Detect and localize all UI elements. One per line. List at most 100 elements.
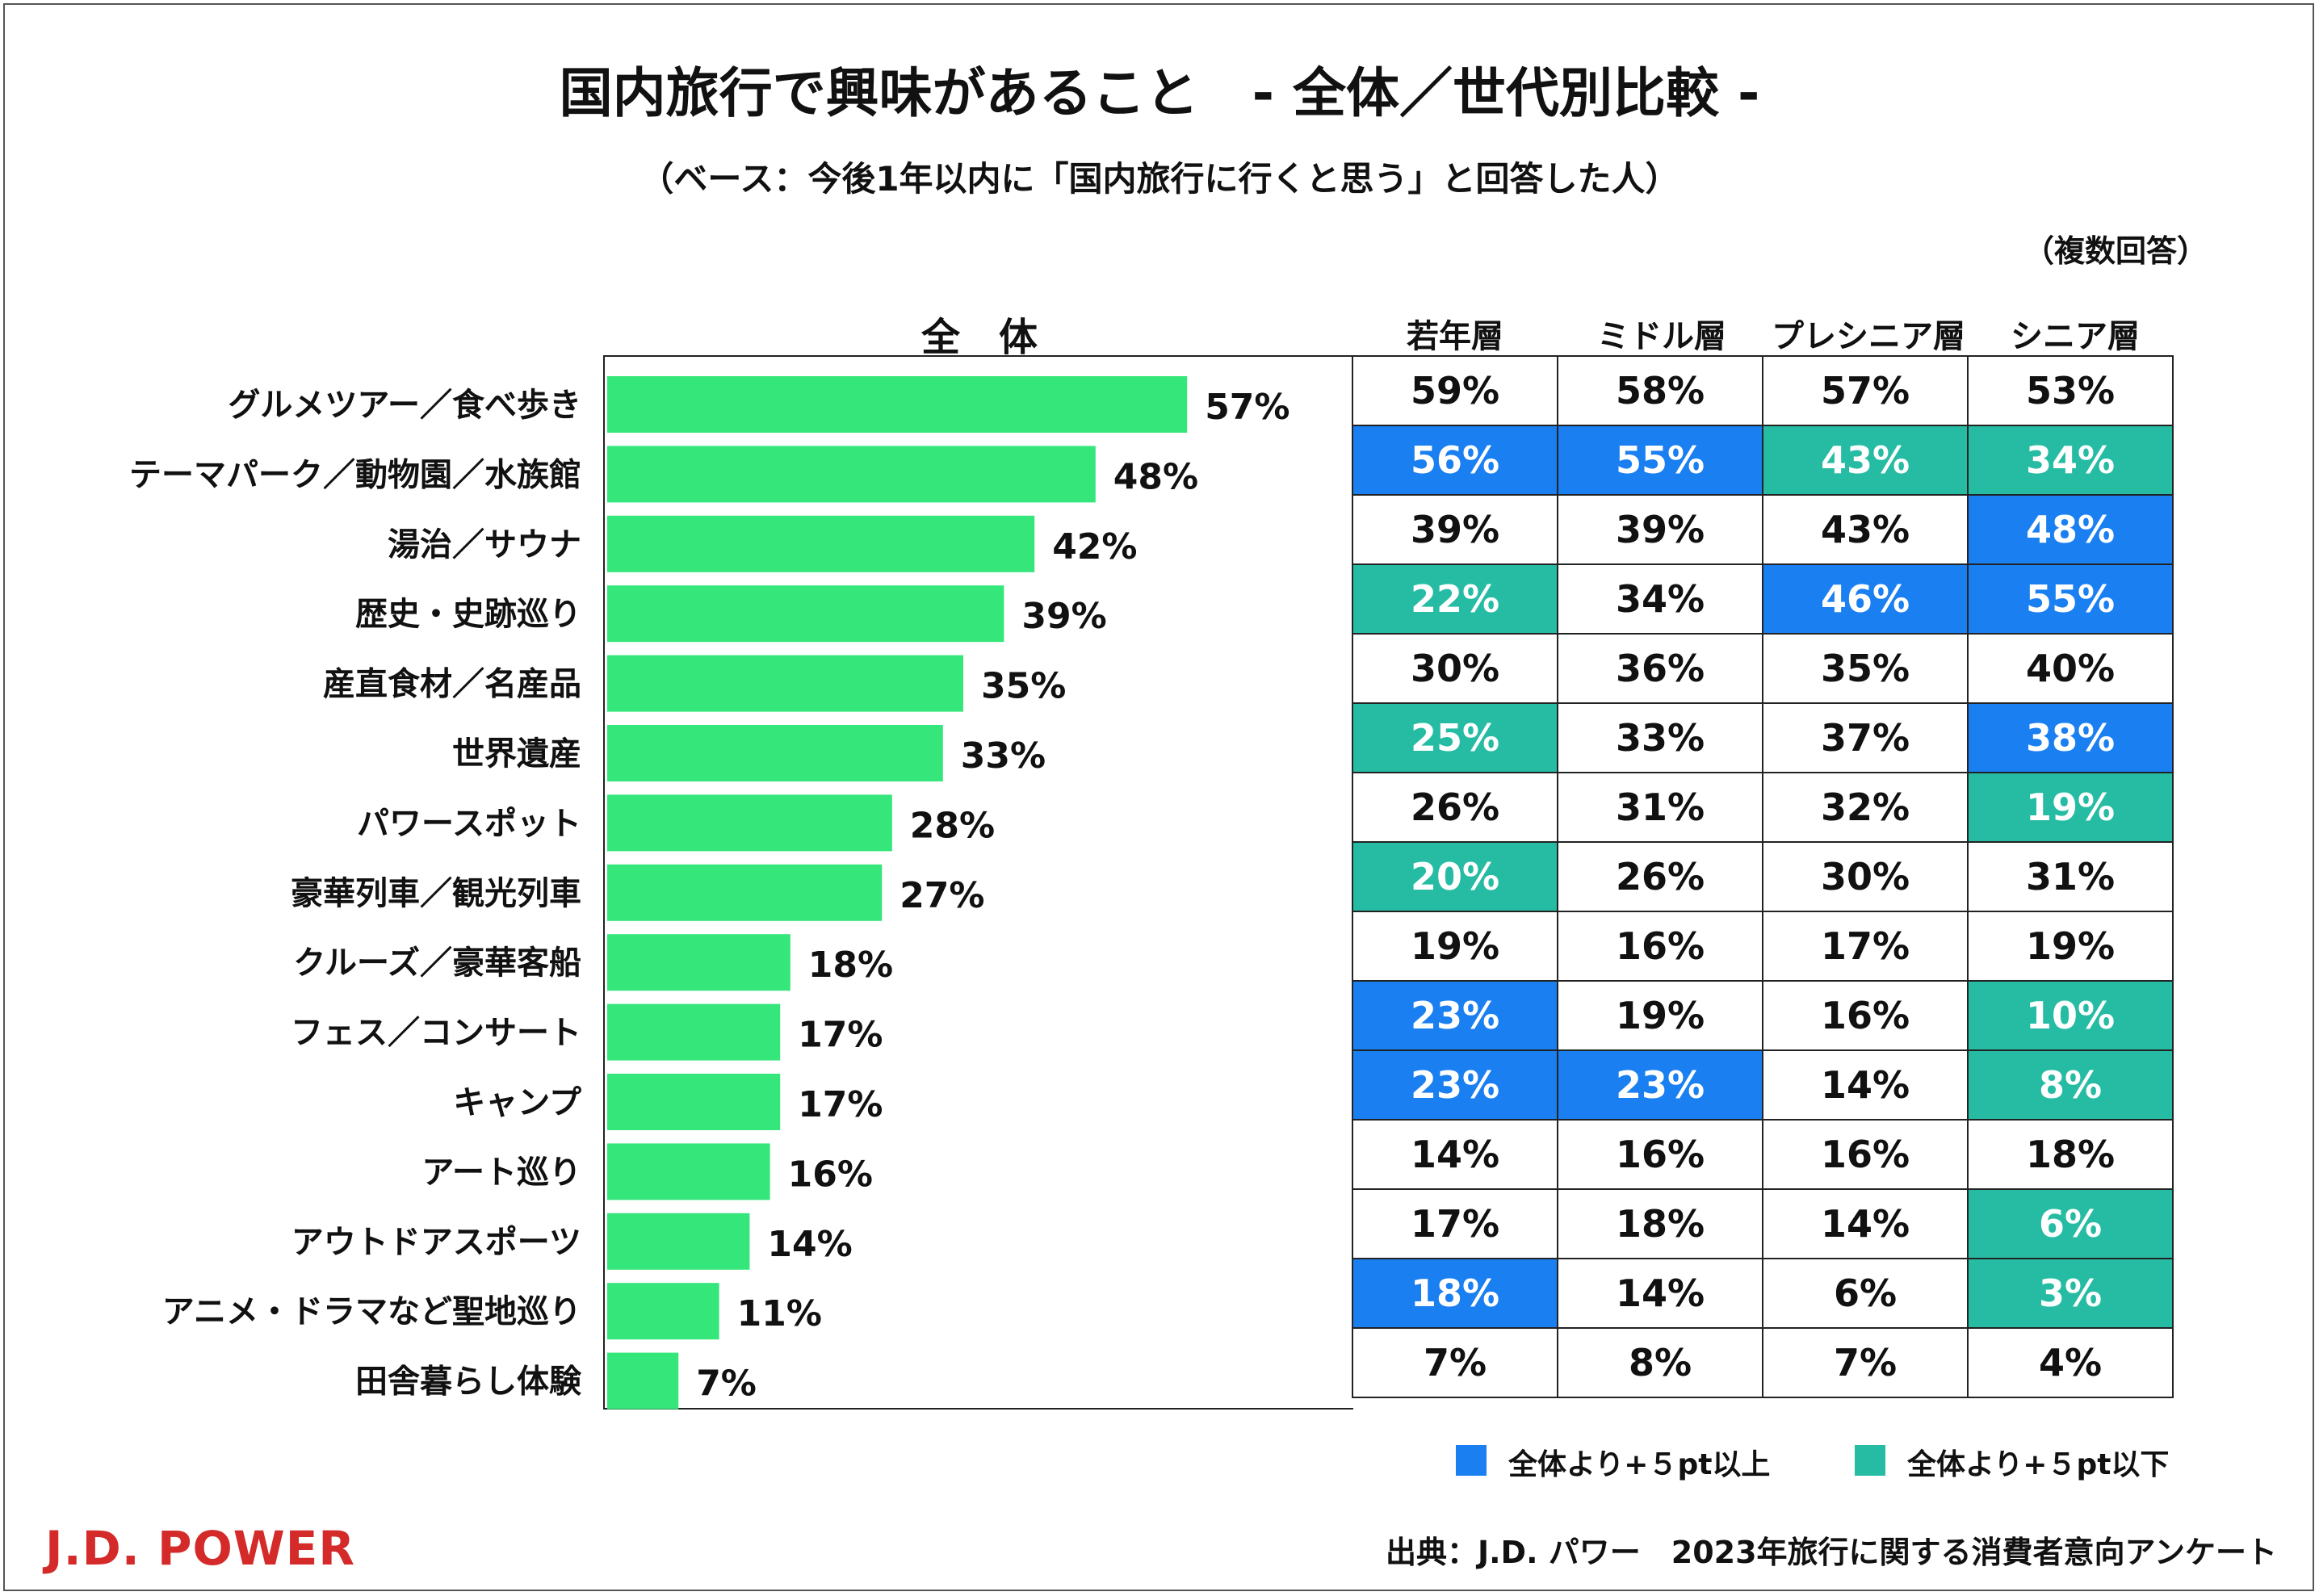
gen-header-senior: シニア層 (2011, 318, 2140, 355)
legend-label-below: 全体より+５pt以下 (1907, 1448, 2170, 1481)
category-label: 湯治／サウナ (388, 526, 581, 563)
table-cell: 6% (1967, 1188, 2174, 1259)
category-label: 世界遺産 (452, 735, 581, 773)
table-cell: 36% (1557, 633, 1763, 704)
gen-header-middle: ミドル層 (1597, 318, 1726, 355)
table-cell: 10% (1967, 980, 2174, 1051)
table-row: 23% 19% 16% 10% (1352, 980, 2174, 1051)
table-row: 7% 8% 7% 4% (1352, 1327, 2174, 1398)
table-cell: 8% (1557, 1327, 1763, 1398)
bar (607, 585, 1004, 643)
table-cell: 35% (1762, 633, 1969, 704)
table-cell: 19% (1352, 911, 1558, 982)
table-row: 25% 33% 37% 38% (1352, 702, 2174, 773)
bar (607, 794, 892, 852)
table-cell: 48% (1967, 494, 2174, 565)
multiple-answer-note: （複数回答） (2023, 233, 2208, 269)
legend-swatch-below (1855, 1445, 1885, 1476)
bar-chart: グルメツアー／食べ歩き 57% テーマパーク／動物園／水族館 48% 湯治／サウナ 42%… (129, 376, 1290, 1410)
category-label: アート巡り (421, 1154, 581, 1191)
table-cell: 55% (1557, 425, 1763, 496)
table-row: 17% 18% 14% 6% (1352, 1188, 2174, 1259)
bar (607, 376, 1188, 433)
table-cell: 18% (1352, 1258, 1558, 1329)
data-label: 18% (808, 945, 893, 986)
data-label: 16% (788, 1154, 873, 1195)
table-cell: 34% (1967, 425, 2174, 496)
bar (607, 864, 883, 921)
table-cell: 22% (1352, 563, 1558, 635)
data-label: 17% (798, 1084, 883, 1125)
table-cell: 7% (1762, 1327, 1969, 1398)
category-label: 産直食材／名産品 (323, 666, 581, 703)
bar (607, 934, 790, 991)
table-cell: 23% (1352, 980, 1558, 1051)
table-cell: 33% (1557, 702, 1763, 773)
generation-table: 59% 58% 57% 53% 56% 55% 43% 34% 39% 39% 43% 48% 22% 3… (1352, 355, 2174, 1398)
legend-label-above: 全体より+５pt以上 (1508, 1448, 1771, 1481)
category-label: フェス／コンサート (291, 1015, 581, 1052)
page-frame (3, 3, 2314, 1591)
table-row: 39% 39% 43% 48% (1352, 494, 2174, 565)
category-label: 田舎暮らし体験 (355, 1364, 582, 1401)
category-label: キャンプ (453, 1084, 581, 1121)
category-label: 歴史・史跡巡り (355, 596, 581, 633)
bar (607, 1283, 719, 1340)
table-cell: 4% (1967, 1327, 2174, 1398)
table-cell: 31% (1967, 841, 2174, 912)
table-cell: 32% (1762, 772, 1969, 843)
table-row: 23% 23% 14% 8% (1352, 1049, 2174, 1121)
source-note: 出典：J.D. パワー 2023年旅行に関する消費者意向アンケート (1385, 1535, 2277, 1570)
data-label: 28% (910, 805, 995, 846)
table-cell: 18% (1967, 1119, 2174, 1190)
table-cell: 16% (1762, 1119, 1969, 1190)
table-cell: 40% (1967, 633, 2174, 704)
category-label: パワースポット (357, 805, 581, 842)
jd-power-logo: J.D. POWER (45, 1521, 356, 1576)
category-label: テーマパーク／動物園／水族館 (129, 456, 581, 493)
table-cell: 19% (1967, 772, 2174, 843)
table-cell: 6% (1762, 1258, 1969, 1329)
category-label: アニメ・ドラマなど聖地巡り (162, 1293, 581, 1330)
bar (607, 655, 963, 712)
data-label: 48% (1113, 456, 1198, 497)
table-row: 30% 36% 35% 40% (1352, 633, 2174, 704)
bar (607, 1003, 781, 1061)
table-cell: 39% (1557, 494, 1763, 565)
table-cell: 55% (1967, 563, 2174, 635)
table-cell: 57% (1762, 355, 1969, 426)
table-row: 59% 58% 57% 53% (1352, 355, 2174, 426)
data-label: 57% (1205, 387, 1289, 428)
table-cell: 59% (1352, 355, 1558, 426)
data-label: 35% (981, 666, 1066, 707)
table-row: 26% 31% 32% 19% (1352, 772, 2174, 843)
table-row: 19% 16% 17% 19% (1352, 911, 2174, 982)
data-label: 7% (696, 1364, 757, 1405)
table-cell: 34% (1557, 563, 1763, 635)
table-cell: 17% (1762, 911, 1969, 982)
bar (607, 1074, 781, 1130)
data-label: 39% (1021, 596, 1106, 637)
table-cell: 19% (1557, 980, 1763, 1051)
table-cell: 8% (1967, 1049, 2174, 1121)
table-cell: 38% (1967, 702, 2174, 773)
table-cell: 23% (1557, 1049, 1763, 1121)
table-row: 18% 14% 6% 3% (1352, 1258, 2174, 1329)
table-cell: 30% (1762, 841, 1969, 912)
table-cell: 16% (1557, 911, 1763, 982)
table-cell: 14% (1352, 1119, 1558, 1190)
category-label: グルメツアー／食べ歩き (228, 387, 581, 424)
table-cell: 43% (1762, 494, 1969, 565)
data-label: 17% (798, 1015, 883, 1056)
table-cell: 20% (1352, 841, 1558, 912)
table-row: 20% 26% 30% 31% (1352, 841, 2174, 912)
overall-header: 全 体 (920, 315, 1038, 360)
bar (607, 515, 1035, 572)
table-cell: 25% (1352, 702, 1558, 773)
table-cell: 3% (1967, 1258, 2174, 1329)
table-cell: 7% (1352, 1327, 1558, 1398)
data-label: 11% (737, 1293, 822, 1334)
category-label: クルーズ／豪華客船 (293, 945, 581, 982)
table-cell: 37% (1762, 702, 1969, 773)
table-row: 14% 16% 16% 18% (1352, 1119, 2174, 1190)
